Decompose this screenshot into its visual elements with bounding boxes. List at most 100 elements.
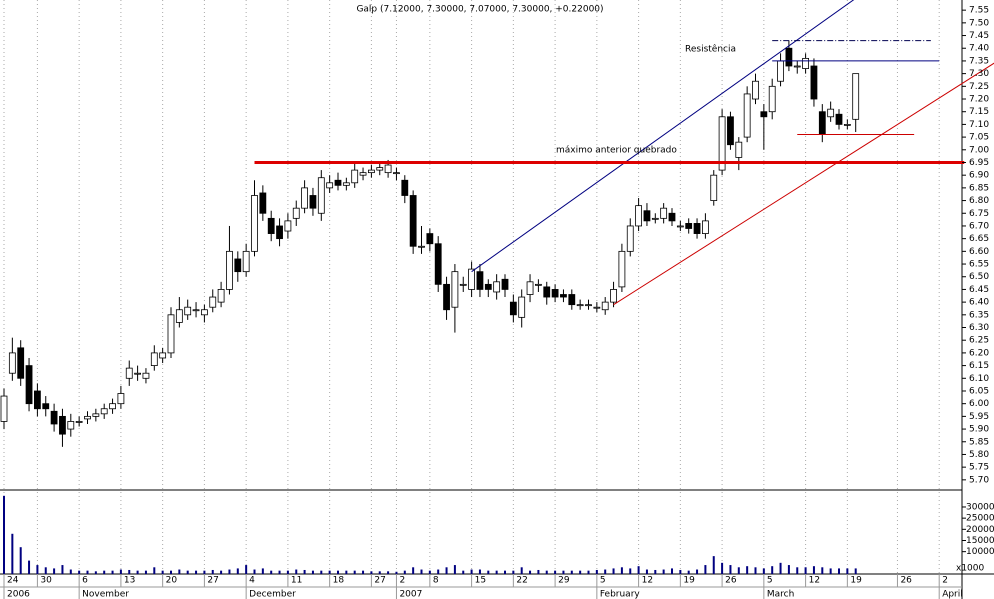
y-tick-label: 6.30 (969, 323, 989, 333)
candle-body (635, 205, 642, 227)
volume-bar (754, 567, 757, 574)
candle-body (651, 217, 659, 220)
volume-bar (303, 569, 306, 574)
volume-bar (529, 570, 532, 574)
candle-body (810, 65, 818, 100)
candle-body (476, 271, 484, 290)
candle-body (543, 286, 551, 298)
candle-body (84, 415, 91, 420)
volume-bar (854, 568, 857, 574)
volume-bar (170, 570, 172, 574)
candle-body (727, 116, 734, 146)
volume-bar (504, 570, 506, 574)
volume-bar (704, 565, 707, 574)
volume-bar (712, 556, 715, 574)
volume-bar (462, 570, 465, 574)
volume-bar (779, 562, 782, 574)
volume-bar (428, 570, 431, 574)
candle-body (359, 172, 367, 176)
y-tick-label: 6.95 (969, 158, 989, 168)
candle-body (793, 65, 801, 68)
candle-body (585, 304, 592, 307)
period-label: November (82, 590, 129, 599)
y-tick-label: 6.60 (969, 247, 989, 257)
volume-bar (437, 569, 440, 574)
candle-body (8, 352, 16, 374)
candle-body (376, 167, 384, 171)
y-tick-label: 6.25 (969, 336, 989, 346)
y-tick-label: 6.80 (969, 196, 989, 206)
volume-bar (337, 570, 339, 574)
period-label: April (942, 590, 963, 599)
x-tick-label: 27 (207, 576, 218, 586)
candle-body (818, 111, 826, 135)
volume-bar (645, 569, 648, 574)
volume-bar (61, 565, 64, 574)
candle-body (418, 245, 425, 248)
x-tick-label: 15 (475, 576, 486, 586)
candle-body (601, 301, 609, 311)
volume-bar (353, 570, 356, 574)
volume-bar (654, 569, 657, 574)
volume-bar (253, 569, 256, 574)
x-tick-label: 12 (809, 576, 820, 586)
volume-bar (53, 568, 56, 574)
candle-body (626, 225, 634, 252)
volume-bar (846, 568, 849, 574)
candle-body (226, 250, 233, 290)
x-tick-label: 27 (374, 576, 385, 586)
volume-bar (69, 569, 72, 574)
x-tick-label: 18 (333, 576, 345, 586)
x-tick-label: 11 (291, 576, 302, 586)
candle-body (835, 113, 843, 125)
candle-body (59, 415, 66, 435)
y-tick-label: 7.45 (969, 31, 989, 41)
volume-bar (612, 568, 615, 574)
volume-bar (36, 565, 39, 574)
x-tick-label: 12 (642, 576, 653, 586)
y-tick-label: 7.55 (969, 6, 989, 16)
volume-bar (178, 569, 181, 574)
candle-body (367, 169, 375, 174)
volume-bar (512, 570, 515, 574)
candle-body (393, 172, 400, 175)
candle-body (0, 395, 8, 422)
candle-body (134, 372, 142, 375)
volume-bar (261, 568, 264, 574)
y-tick-label: 7.05 (969, 133, 989, 143)
candle-body (668, 212, 676, 222)
x-tick-label: 5 (767, 576, 773, 586)
volume-bar (362, 570, 365, 574)
volume-bar (119, 569, 122, 574)
x-tick-label: 22 (516, 576, 527, 586)
candle-body (843, 124, 851, 126)
candle-body (760, 111, 768, 118)
candle-body (409, 195, 417, 247)
volume-bar (679, 569, 682, 574)
y-tick-label: 6.65 (969, 234, 989, 244)
candle-body (434, 243, 442, 285)
candle-body (284, 220, 292, 232)
volume-bar (812, 566, 815, 574)
x-tick-label: 4 (249, 576, 255, 586)
y-tick-label: 7.50 (969, 18, 989, 28)
x-tick-label: 26 (725, 576, 737, 586)
candle-body (660, 207, 668, 219)
volume-tick-label: 30000 (966, 502, 994, 512)
candle-body (34, 390, 41, 410)
candle-body (159, 352, 167, 359)
volume-bar (286, 570, 289, 574)
volume-bar (554, 570, 557, 574)
candle-body (576, 304, 584, 307)
volume-bar (746, 566, 749, 574)
y-tick-label: 6.75 (969, 209, 989, 219)
volume-bar (470, 569, 473, 574)
candle-body (426, 233, 434, 245)
candle-body (551, 289, 559, 298)
x-tick-label: 24 (7, 576, 19, 586)
volume-bar (320, 570, 323, 574)
volume-bar (487, 570, 490, 574)
volume-bar (228, 569, 231, 574)
x-tick-label: 2 (942, 576, 948, 586)
volume-bar (771, 566, 774, 574)
